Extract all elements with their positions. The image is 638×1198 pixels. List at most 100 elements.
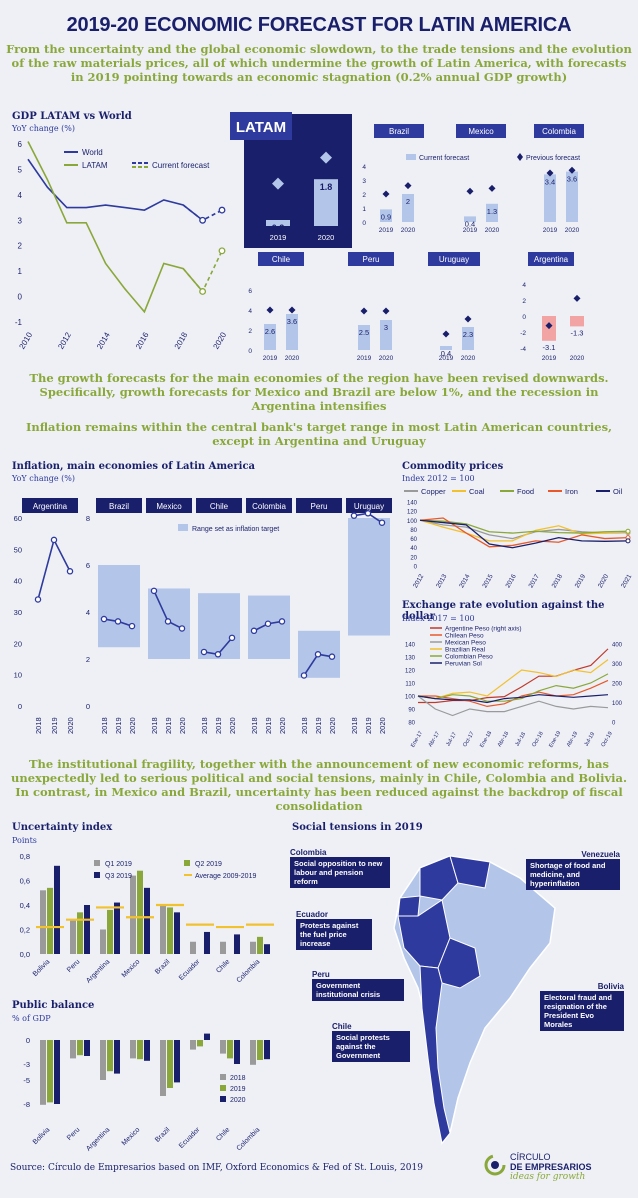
inflation-point <box>250 627 258 635</box>
country-previous-marker <box>573 294 581 302</box>
fx-x-tick: Jul-19 <box>584 732 597 748</box>
inflation-argentina-point <box>34 596 42 603</box>
social-country-chile: Chile <box>332 1022 352 1031</box>
country-bar-label: 2.3 <box>463 330 473 339</box>
uncertainty-bar <box>204 931 210 954</box>
inflation-legend: Range set as inflation target <box>192 526 279 533</box>
uncertainty-bar <box>250 941 256 954</box>
map-chile <box>419 965 451 1145</box>
uncertainty-bar <box>264 944 270 954</box>
inflation-point <box>178 625 186 632</box>
fx-legend: Peruvian Sol <box>445 661 482 668</box>
commodity-x-tick: 2016 <box>504 573 517 589</box>
fx-y-tick: 120 <box>405 669 416 675</box>
inflation-argentina-point <box>66 568 74 575</box>
fx-legend: Chilean Peso <box>445 633 484 640</box>
uncertainty-x-tick: Mexico <box>121 958 142 979</box>
inflation-tag-bg <box>22 498 78 513</box>
country-x-tick: 2020 <box>565 227 580 234</box>
public-balance-y-tick: -3 <box>23 1060 30 1069</box>
uncertainty-x-tick: Peru <box>66 958 81 973</box>
inflation-point <box>164 618 172 625</box>
fx-y-tick: 80 <box>408 721 415 727</box>
public-balance-bar <box>84 1040 90 1056</box>
country-previous-marker <box>382 307 390 315</box>
uncertainty-bar <box>257 936 263 954</box>
commodity-y-tick: 80 <box>410 528 417 534</box>
inflation-tag: Uruguay <box>354 502 384 511</box>
inflation-point <box>300 672 308 679</box>
uncertainty-bar <box>84 905 90 954</box>
uncertainty-bar <box>77 912 83 954</box>
public-balance-legend: 2019 <box>230 1086 246 1093</box>
inflation-x-tick: 2018 <box>250 717 259 734</box>
commodity-line <box>419 519 629 542</box>
commodity-x-tick: 2015 <box>481 573 494 589</box>
inflation-argentina-line <box>37 537 71 600</box>
gdp-chart-unit: YoY change (%) <box>12 124 76 133</box>
institutional-text: The institutional fragility, together wi… <box>10 757 628 813</box>
uncertainty-bar <box>234 934 240 954</box>
public-balance-bar <box>204 1033 210 1040</box>
country-y-tick: 4 <box>248 308 252 315</box>
country-bar-mexico <box>464 216 476 222</box>
country-bar-label: -3.1 <box>543 343 556 352</box>
country-x-tick: 2019 <box>463 227 478 234</box>
fx-line <box>417 659 609 700</box>
public-balance-bar <box>47 1040 53 1103</box>
uncertainty-chart-title: Uncertainty index <box>12 822 113 833</box>
inflation-tag: Argentina <box>33 502 68 511</box>
inflation-arg-y-tick: 20 <box>14 639 22 648</box>
inflation-tag-bg <box>246 498 292 513</box>
fx-legend: Colombian Peso <box>445 654 493 661</box>
country-tag-bg <box>428 252 480 266</box>
commodity-y-tick: 60 <box>410 537 417 543</box>
public-balance-unit: % of GDP <box>12 1014 51 1023</box>
country-bar-chile <box>264 324 276 350</box>
public-balance-bar <box>190 1040 196 1050</box>
fx-x-tick: Abr-17 <box>428 731 441 748</box>
public-balance-y-tick: -5 <box>23 1076 30 1085</box>
gdp-y-tick: 3 <box>18 216 23 225</box>
inflation-target-range <box>248 595 290 659</box>
gdp-y-tick: 6 <box>18 140 23 149</box>
social-item-bolivia: Bolivia Electoral fraud and resignation … <box>540 982 624 1031</box>
legend-previous-icon <box>517 153 523 161</box>
public-balance-bar <box>107 1040 113 1072</box>
commodity-x-tick: 2019 <box>574 573 587 589</box>
public-balance-x-tick: Colombia <box>236 1126 262 1152</box>
country-x-tick: 2019 <box>263 355 278 362</box>
uncertainty-bar <box>137 870 143 954</box>
commodity-x-tick: 2012 <box>412 573 425 589</box>
public-balance-legend-swatch <box>220 1096 226 1102</box>
country-bar-argentina <box>570 316 584 327</box>
public-balance-legend: 2018 <box>230 1075 246 1082</box>
page-title: 2019-20 ECONOMIC FORECAST FOR LATIN AMER… <box>66 14 572 36</box>
inflation-point <box>128 622 136 630</box>
country-tag-bg <box>456 124 506 138</box>
logo: CÍRCULO DE EMPRESARIOS ideas for growth <box>484 1152 592 1182</box>
country-x-tick: 2020 <box>379 355 394 362</box>
inflation-point <box>150 587 158 595</box>
commodity-x-tick: 2021 <box>620 573 633 589</box>
gdp-x-tick: 2016 <box>134 330 151 350</box>
gdp-y-tick: 0 <box>18 293 23 302</box>
gdp-x-tick: 2014 <box>95 330 112 350</box>
fx-chart-title: Exchange rate evolution against the doll… <box>402 600 605 622</box>
fx-x-tick: Jul-17 <box>445 732 458 748</box>
public-balance-bar <box>264 1040 270 1060</box>
gdp-x-tick: 2018 <box>173 330 190 350</box>
commodity-x-tick: 2020 <box>597 573 610 589</box>
country-previous-marker <box>382 190 390 198</box>
fx-chart: Argentine Peso (right axis)Chilean PesoM… <box>405 626 623 749</box>
fx-legend: Brazilian Real <box>445 647 486 654</box>
gdp-y-tick: 5 <box>18 165 23 174</box>
inflation-tag: Peru <box>311 502 328 511</box>
country-x-tick: 2019 <box>439 355 454 362</box>
country-x-tick: 2019 <box>357 355 372 362</box>
country-x-tick: 2020 <box>285 355 300 362</box>
inflation-x-tick: 2020 <box>128 717 137 734</box>
gdp-y-tick: -1 <box>15 318 23 327</box>
